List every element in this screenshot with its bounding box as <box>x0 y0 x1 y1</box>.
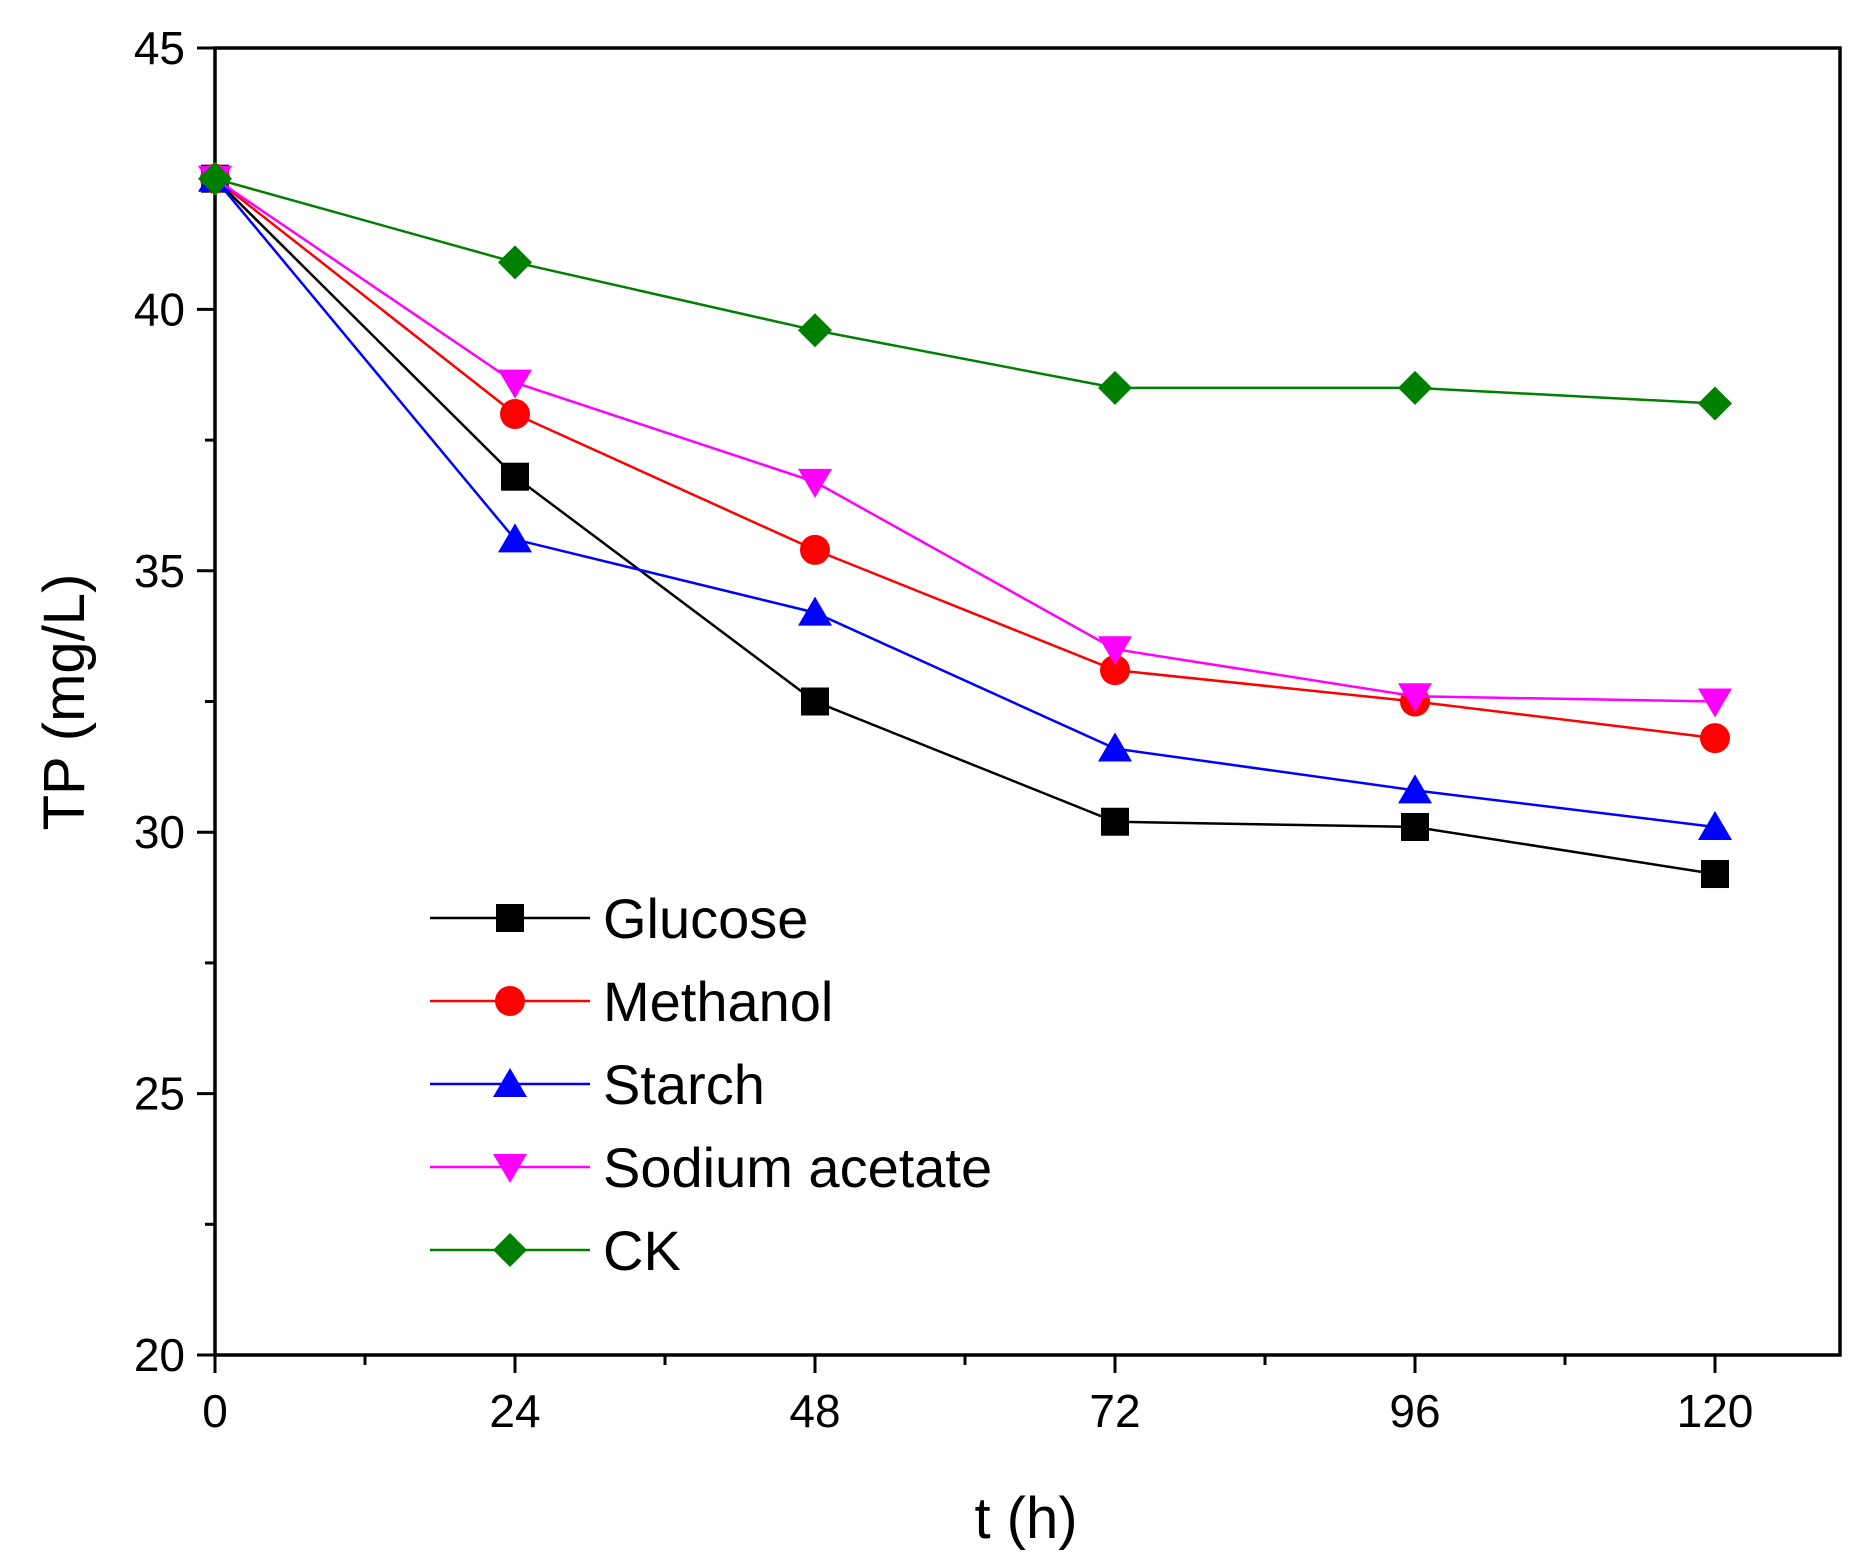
axes: 0 24 48 72 96 120 20 25 30 35 40 45 <box>134 22 1842 1437</box>
legend-item: CK <box>430 1219 681 1282</box>
legend-label: CK <box>603 1219 681 1282</box>
series-line <box>214 177 1716 703</box>
legend-marker <box>493 1233 527 1267</box>
legend-item: Methanol <box>430 970 833 1033</box>
y-tick-label: 35 <box>134 545 185 597</box>
data-point <box>1701 860 1729 889</box>
data-point <box>798 596 832 626</box>
series-line <box>214 177 1716 829</box>
series-line <box>214 177 1716 876</box>
series-line <box>214 177 1716 405</box>
data-point <box>1398 683 1432 713</box>
data-point <box>1098 370 1132 405</box>
data-point <box>1100 655 1130 686</box>
plot-frame <box>213 46 1842 1357</box>
legend-label: Glucose <box>603 887 808 950</box>
legend-item: Glucose <box>430 887 808 950</box>
data-point <box>1700 723 1730 754</box>
y-tick-label: 45 <box>134 22 185 74</box>
legend: Glucose Methanol Starch Sodium acetate CK <box>430 887 992 1282</box>
data-point <box>798 313 832 348</box>
x-tick-label: 0 <box>202 1385 228 1437</box>
data-point <box>800 534 830 565</box>
legend-label: Sodium acetate <box>603 1136 992 1199</box>
legend-label: Methanol <box>603 970 833 1033</box>
legend-label: Starch <box>603 1053 765 1116</box>
x-axis-title: t (h) <box>974 1486 1077 1551</box>
legend-marker <box>496 904 524 932</box>
y-axis-title: TP (mg/L) <box>32 574 97 831</box>
data-point <box>498 369 532 399</box>
data-point <box>1698 688 1732 718</box>
data-point <box>801 687 829 716</box>
series-line <box>214 177 1716 740</box>
series-layer <box>198 161 1732 889</box>
legend-marker <box>493 1068 527 1097</box>
data-point <box>500 398 530 429</box>
legend-marker <box>495 986 525 1016</box>
series-methanol <box>200 163 1730 754</box>
series-glucose <box>201 164 1729 889</box>
data-point <box>1401 812 1429 841</box>
series-sodium-acetate <box>198 165 1732 718</box>
x-tick-label: 24 <box>489 1385 540 1437</box>
data-point <box>1398 774 1432 804</box>
data-point <box>1098 636 1132 666</box>
x-tick-label: 120 <box>1677 1385 1754 1437</box>
y-tick-label: 20 <box>134 1329 185 1381</box>
data-point <box>498 245 532 280</box>
data-point <box>1698 386 1732 421</box>
legend-item: Sodium acetate <box>430 1136 992 1199</box>
y-tick-label: 40 <box>134 283 185 335</box>
data-point <box>501 462 529 491</box>
y-tick-label: 30 <box>134 806 185 858</box>
data-point <box>1698 810 1732 840</box>
x-tick-label: 48 <box>789 1385 840 1437</box>
y-tick-label: 25 <box>134 1068 185 1120</box>
legend-marker <box>493 1154 527 1183</box>
data-point <box>1098 732 1132 762</box>
series-ck <box>198 161 1732 421</box>
legend-item: Starch <box>430 1053 765 1116</box>
data-point <box>798 468 832 498</box>
data-point <box>1101 807 1129 836</box>
data-point <box>198 161 232 196</box>
data-point <box>1398 370 1432 405</box>
data-point <box>498 523 532 553</box>
x-tick-label: 72 <box>1089 1385 1140 1437</box>
series-starch <box>198 162 1732 840</box>
x-tick-label: 96 <box>1389 1385 1440 1437</box>
